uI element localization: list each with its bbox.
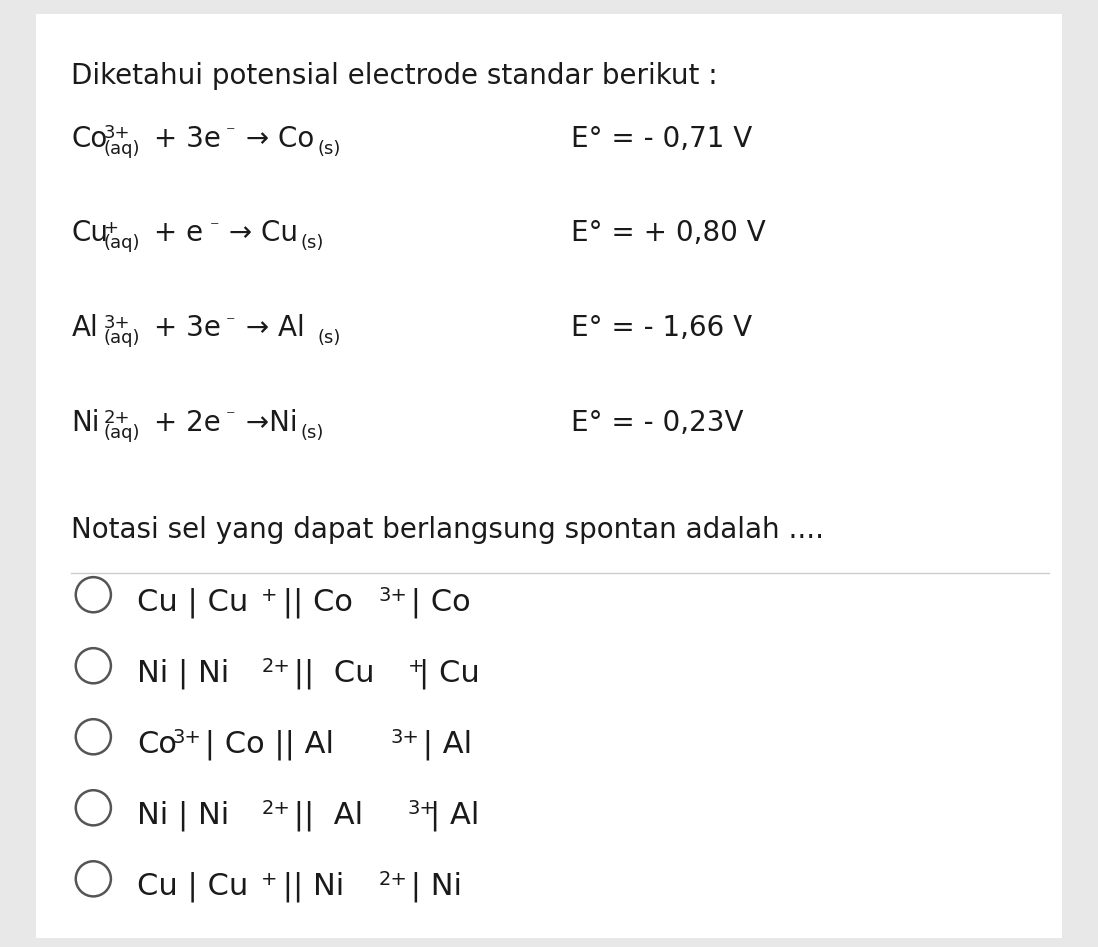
Text: 3+: 3+	[103, 124, 130, 142]
Text: 3+: 3+	[379, 586, 407, 605]
Text: (aq): (aq)	[103, 424, 141, 442]
Text: ||  Cu: || Cu	[284, 659, 374, 689]
Text: (s): (s)	[301, 424, 324, 442]
Text: E° = - 1,66 V: E° = - 1,66 V	[571, 314, 752, 342]
Text: E° = - 0,71 V: E° = - 0,71 V	[571, 125, 752, 152]
Text: Cu | Cu: Cu | Cu	[137, 872, 248, 902]
Text: 3+: 3+	[103, 313, 130, 331]
Text: 2+: 2+	[103, 408, 130, 426]
Text: →Ni: →Ni	[236, 409, 298, 437]
Text: Cu | Cu: Cu | Cu	[137, 588, 248, 618]
Text: || Ni: || Ni	[272, 872, 344, 902]
Text: (aq): (aq)	[103, 330, 141, 348]
Text: Co: Co	[137, 730, 177, 759]
Text: ⁻: ⁻	[210, 219, 220, 237]
Text: + 3e: + 3e	[145, 125, 222, 152]
Text: Co: Co	[71, 125, 108, 152]
Text: 3+: 3+	[408, 799, 437, 818]
Text: 2+: 2+	[261, 657, 290, 676]
Text: + e: + e	[145, 220, 203, 247]
Text: (s): (s)	[317, 330, 340, 348]
Text: Cu: Cu	[71, 220, 109, 247]
Text: Ni | Ni: Ni | Ni	[137, 801, 229, 831]
Text: +: +	[408, 657, 425, 676]
Text: | Cu: | Cu	[419, 659, 480, 689]
Text: → Co: → Co	[236, 125, 314, 152]
Text: ⁻: ⁻	[226, 124, 236, 142]
Text: Diketahui potensial electrode standar berikut :: Diketahui potensial electrode standar be…	[71, 62, 718, 90]
Text: ||  Al: || Al	[284, 801, 363, 831]
Text: ⁻: ⁻	[226, 313, 236, 331]
Text: (s): (s)	[317, 140, 340, 158]
Text: E° = + 0,80 V: E° = + 0,80 V	[571, 220, 765, 247]
Text: | Co || Al: | Co || Al	[195, 730, 334, 760]
Text: Ni | Ni: Ni | Ni	[137, 659, 229, 689]
Text: Notasi sel yang dapat berlangsung spontan adalah ....: Notasi sel yang dapat berlangsung sponta…	[71, 516, 825, 545]
Text: +: +	[261, 870, 278, 889]
Text: 2+: 2+	[379, 870, 407, 889]
Text: | Al: | Al	[413, 730, 472, 760]
Text: +: +	[103, 219, 119, 237]
Text: | Al: | Al	[430, 801, 480, 831]
Text: 2+: 2+	[261, 799, 290, 818]
Text: +: +	[261, 586, 278, 605]
Text: + 2e: + 2e	[145, 409, 221, 437]
Text: Ni: Ni	[71, 409, 100, 437]
Text: 3+: 3+	[172, 728, 202, 747]
Text: (s): (s)	[301, 235, 324, 253]
Text: 3+: 3+	[390, 728, 419, 747]
Text: → Al: → Al	[236, 314, 304, 342]
Text: E° = - 0,23V: E° = - 0,23V	[571, 409, 743, 437]
Text: (aq): (aq)	[103, 235, 141, 253]
Text: || Co: || Co	[272, 588, 352, 618]
Text: | Ni: | Ni	[402, 872, 462, 902]
Text: | Co: | Co	[402, 588, 471, 618]
Text: (aq): (aq)	[103, 140, 141, 158]
Text: + 3e: + 3e	[145, 314, 222, 342]
Text: → Cu: → Cu	[221, 220, 299, 247]
Text: Al: Al	[71, 314, 98, 342]
Text: ⁻: ⁻	[226, 408, 236, 426]
